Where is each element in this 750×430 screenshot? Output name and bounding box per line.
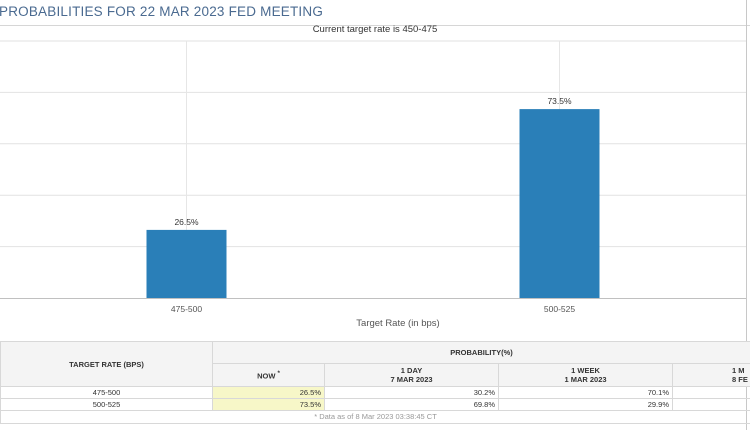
table-subheader-row: NOW * 1 DAY 7 MAR 2023 1 WEEK 1 MAR 2023 1… xyxy=(1,363,750,387)
chart-subtitle: Current target rate is 450-475 xyxy=(312,24,438,35)
chart-labels: 26.5% 475-500 73.5% 500-525 Target Rate (in … xyxy=(171,96,575,329)
x-tick-label: 475-500 xyxy=(171,304,202,314)
one-week-header: 1 WEEK 1 MAR 2023 xyxy=(498,363,673,387)
title-divider xyxy=(0,25,750,26)
target-rate-header: TARGET RATE (BPS) xyxy=(0,341,213,387)
x-axis-title: Target Rate (in bps) xyxy=(356,318,439,329)
one-day-cell: 69.8% xyxy=(324,398,499,411)
bar-500-525[interactable] xyxy=(519,109,600,298)
now-marker: * xyxy=(277,370,280,378)
one-month-cell xyxy=(672,398,750,411)
one-month-cell xyxy=(672,386,750,399)
data-timestamp-note: * Data as of 8 Mar 2023 03:38:45 CT xyxy=(0,411,750,424)
now-cell: 73.5% xyxy=(212,398,325,411)
chart-frame-edge xyxy=(746,0,747,430)
page-title: PROBABILITIES FOR 22 MAR 2023 FED MEETIN… xyxy=(0,4,324,19)
one-day-cell: 30.2% xyxy=(324,386,499,399)
rate-cell: 475-500 xyxy=(0,386,213,399)
one-week-cell: 70.1% xyxy=(498,386,673,399)
x-tick-label: 500-525 xyxy=(544,304,575,314)
now-header: NOW * xyxy=(212,363,325,387)
now-cell: 26.5% xyxy=(212,386,325,399)
table-row: 475-500 26.5% 30.2% 70.1% xyxy=(0,386,750,399)
data-label: 73.5% xyxy=(547,96,572,106)
probability-table: TARGET RATE (BPS) PROBABILITY(%) NOW * 1… xyxy=(0,341,750,411)
one-day-header: 1 DAY 7 MAR 2023 xyxy=(324,363,499,387)
chart-bars xyxy=(146,109,600,298)
one-week-cell: 29.9% xyxy=(498,398,673,411)
probability-header: PROBABILITY(%) xyxy=(212,341,750,364)
bar-475-500[interactable] xyxy=(146,229,227,298)
probability-chart: 26.5% 475-500 73.5% 500-525 Target Rate (in … xyxy=(0,40,746,329)
probability-table-panel: TARGET RATE (BPS) PROBABILITY(%) NOW * 1… xyxy=(0,341,750,429)
table-row: 500-525 73.5% 69.8% 29.9% xyxy=(0,398,750,411)
rate-cell: 500-525 xyxy=(0,398,213,411)
table-header-row: TARGET RATE (BPS) PROBABILITY(%) xyxy=(0,341,750,387)
data-label: 26.5% xyxy=(174,217,199,227)
chart-gridlines xyxy=(0,40,746,299)
